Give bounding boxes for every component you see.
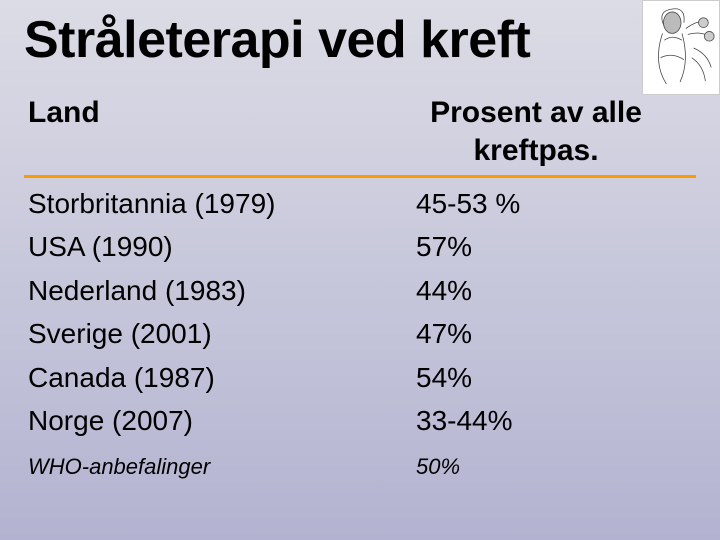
header-divider bbox=[24, 175, 696, 178]
footnote-label: WHO-anbefalinger bbox=[24, 442, 376, 484]
header-percent: Prosent av alle kreftpas. bbox=[372, 94, 696, 169]
cell-percent: 45-53 % bbox=[376, 182, 696, 225]
table-row: Storbritannia (1979) 45-53 % bbox=[24, 182, 696, 225]
cell-percent: 54% bbox=[376, 356, 696, 399]
slide-title: Stråleterapi ved kreft bbox=[24, 10, 696, 70]
data-table: Land Prosent av alle kreftpas. Storbrita… bbox=[24, 94, 696, 484]
header-country: Land bbox=[24, 94, 372, 132]
cell-percent: 44% bbox=[376, 269, 696, 312]
slide: Stråleterapi ved kreft Land Prosent av a… bbox=[0, 0, 720, 540]
woodcut-icon bbox=[643, 1, 719, 94]
cell-percent: 47% bbox=[376, 312, 696, 355]
cell-percent: 57% bbox=[376, 225, 696, 268]
cell-country: USA (1990) bbox=[24, 225, 376, 268]
header-percent-line1: Prosent av alle bbox=[430, 96, 642, 129]
table-header-row: Land Prosent av alle kreftpas. bbox=[24, 94, 696, 169]
header-percent-line2: kreftpas. bbox=[473, 134, 598, 167]
cell-country: Canada (1987) bbox=[24, 356, 376, 399]
table-row: Sverige (2001) 47% bbox=[24, 312, 696, 355]
table-row: Canada (1987) 54% bbox=[24, 356, 696, 399]
corner-illustration bbox=[642, 0, 720, 95]
footnote-row: WHO-anbefalinger 50% bbox=[24, 442, 696, 484]
table-row: USA (1990) 57% bbox=[24, 225, 696, 268]
table-row: Norge (2007) 33-44% bbox=[24, 399, 696, 442]
cell-country: Nederland (1983) bbox=[24, 269, 376, 312]
cell-percent: 33-44% bbox=[376, 399, 696, 442]
cell-country: Sverige (2001) bbox=[24, 312, 376, 355]
cell-country: Norge (2007) bbox=[24, 399, 376, 442]
cell-country: Storbritannia (1979) bbox=[24, 182, 376, 225]
footnote-percent: 50% bbox=[376, 442, 696, 484]
table-row: Nederland (1983) 44% bbox=[24, 269, 696, 312]
